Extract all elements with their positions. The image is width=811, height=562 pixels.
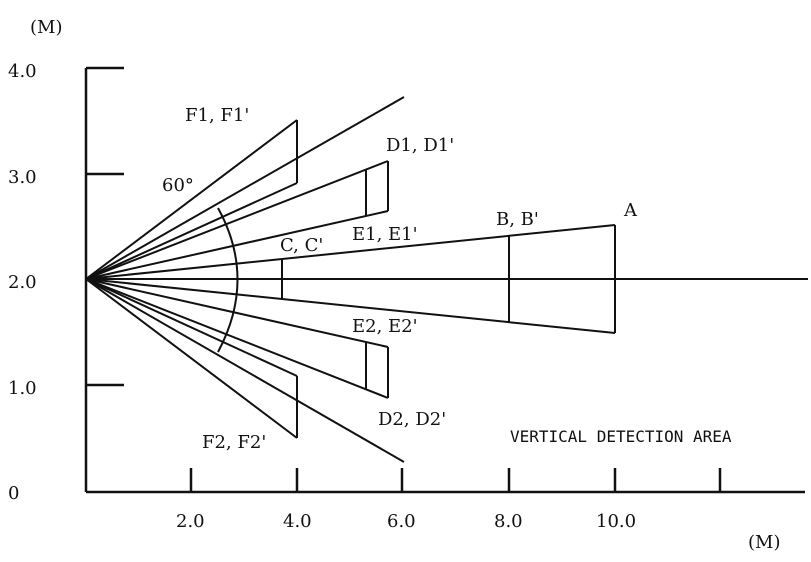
zone-label-f2: F2, F2' — [202, 432, 266, 453]
diagram-caption: VERTICAL DETECTION AREA — [510, 427, 732, 446]
zone-label-a: A — [623, 200, 638, 221]
d1-ray-bottom — [85, 210, 389, 280]
zone-label-e2: E2, E2' — [352, 316, 418, 337]
y-tick-label-4: 4.0 — [8, 61, 37, 82]
y-tick-label-3: 3.0 — [8, 167, 37, 188]
y-tick-label-2: 2.0 — [8, 272, 37, 293]
zone-label-c: C, C' — [280, 235, 323, 256]
angle-label: 60° — [162, 175, 194, 196]
y-tick-label-1: 1.0 — [8, 378, 37, 399]
d1-ray-top — [85, 160, 389, 280]
zone-label-d2: D2, D2' — [378, 409, 446, 430]
angle-arc — [217, 207, 239, 353]
zone-label-f1: F1, F1' — [185, 105, 249, 126]
zone-label-b: B, B' — [496, 209, 539, 230]
d2-ray-top — [85, 278, 389, 348]
a-ray-bottom — [85, 278, 616, 334]
y-unit-label: (M) — [30, 17, 62, 38]
x-tick-label-10: 10.0 — [596, 511, 636, 532]
f1-ray-top — [85, 119, 298, 280]
a-ray-top — [85, 224, 616, 280]
x-tick-label-4: 4.0 — [283, 511, 312, 532]
f2-ray-top — [85, 278, 298, 377]
ray-upper-long — [85, 96, 405, 280]
zone-label-e1: E1, E1' — [352, 224, 418, 245]
x-tick-label-8: 8.0 — [494, 511, 523, 532]
d2-ray-bottom — [85, 278, 389, 399]
y-tick-label-0: 0 — [8, 483, 19, 504]
x-tick-label-2: 2.0 — [176, 511, 205, 532]
f2-ray-bottom — [85, 278, 298, 439]
x-unit-label: (M) — [748, 532, 780, 553]
f1-ray-bottom — [85, 182, 298, 280]
x-tick-label-6: 6.0 — [387, 511, 416, 532]
ray-lower-long — [85, 278, 405, 463]
zone-label-d1: D1, D1' — [386, 135, 454, 156]
